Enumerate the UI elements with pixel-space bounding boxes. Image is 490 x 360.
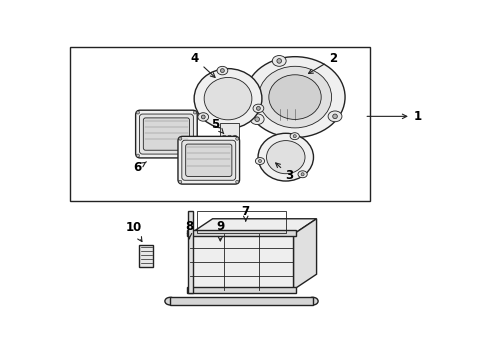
Polygon shape (294, 219, 317, 289)
Ellipse shape (290, 133, 299, 140)
Bar (187, 230, 296, 237)
Circle shape (194, 154, 196, 157)
Ellipse shape (258, 66, 332, 128)
Circle shape (194, 111, 196, 114)
FancyBboxPatch shape (178, 136, 240, 184)
Text: 6: 6 (133, 161, 147, 175)
Bar (140, 245, 153, 266)
Ellipse shape (269, 75, 321, 120)
Ellipse shape (307, 297, 318, 305)
Ellipse shape (198, 113, 209, 121)
Ellipse shape (165, 297, 175, 305)
Ellipse shape (245, 57, 345, 138)
Ellipse shape (272, 55, 286, 66)
Text: 5: 5 (211, 118, 224, 134)
Text: 1: 1 (367, 110, 422, 123)
Circle shape (236, 137, 239, 140)
Ellipse shape (194, 69, 262, 129)
Circle shape (277, 59, 282, 63)
Bar (188, 211, 193, 293)
Bar (220, 123, 239, 145)
Circle shape (179, 180, 182, 183)
Ellipse shape (298, 171, 307, 178)
Circle shape (258, 159, 262, 163)
Polygon shape (190, 219, 317, 234)
Ellipse shape (204, 77, 252, 120)
Circle shape (233, 135, 237, 139)
Bar (223, 145, 236, 153)
Bar (171, 297, 313, 305)
Circle shape (255, 117, 260, 121)
Circle shape (301, 173, 304, 176)
Circle shape (256, 107, 260, 110)
Circle shape (179, 137, 182, 140)
Circle shape (228, 135, 231, 139)
Text: 2: 2 (309, 52, 338, 73)
Ellipse shape (253, 104, 264, 113)
Ellipse shape (328, 111, 342, 122)
Circle shape (293, 135, 296, 138)
FancyBboxPatch shape (143, 118, 190, 150)
Text: 3: 3 (276, 163, 294, 182)
FancyBboxPatch shape (136, 110, 197, 158)
Circle shape (222, 135, 226, 139)
Text: 7: 7 (242, 204, 250, 221)
Ellipse shape (258, 133, 314, 181)
Bar (70, 47, 370, 201)
FancyBboxPatch shape (186, 144, 232, 176)
Circle shape (236, 180, 239, 183)
Circle shape (201, 115, 205, 119)
FancyBboxPatch shape (140, 114, 194, 154)
Circle shape (136, 111, 140, 114)
Circle shape (136, 154, 140, 157)
Circle shape (333, 114, 337, 119)
Text: 9: 9 (216, 220, 224, 241)
Ellipse shape (267, 141, 305, 174)
Bar (190, 234, 294, 289)
Ellipse shape (217, 66, 228, 75)
Bar (197, 211, 286, 233)
Bar (187, 287, 296, 293)
Text: 10: 10 (125, 221, 142, 242)
Ellipse shape (250, 114, 264, 125)
Text: 4: 4 (191, 52, 215, 77)
Circle shape (220, 69, 224, 72)
FancyBboxPatch shape (182, 140, 236, 180)
Ellipse shape (255, 158, 265, 165)
Text: 8: 8 (185, 220, 194, 239)
